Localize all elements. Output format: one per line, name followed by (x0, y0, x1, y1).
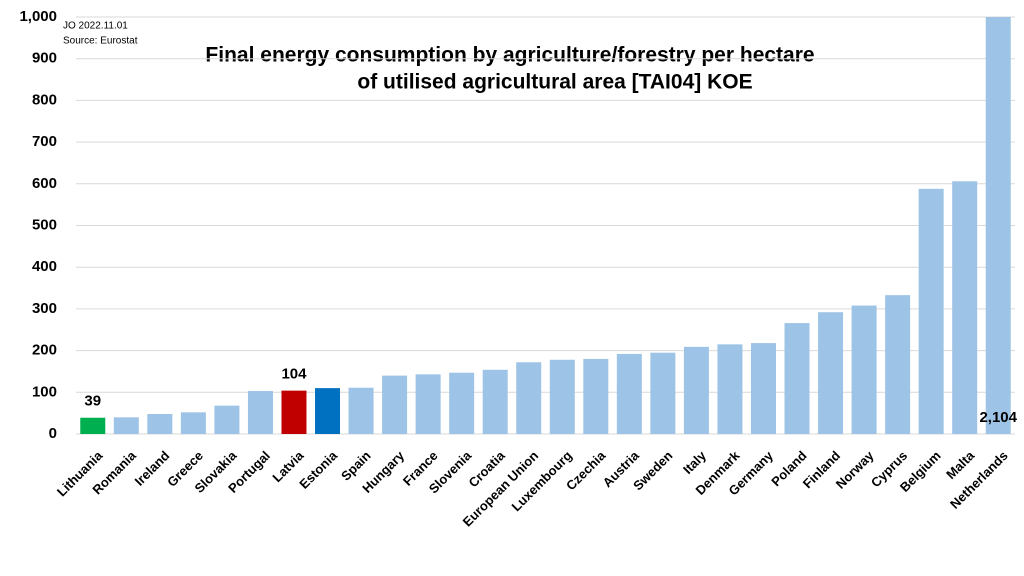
bar (482, 369, 508, 434)
bar (985, 17, 1011, 434)
bar (683, 346, 709, 434)
chart-title: of utilised agricultural area [TAI04] KO… (357, 71, 752, 94)
bar (180, 412, 206, 434)
data-label: 2,104 (979, 409, 1017, 426)
data-label: 104 (281, 366, 307, 383)
bar (818, 312, 844, 434)
bar (382, 375, 408, 434)
y-tick-label: 500 (32, 216, 57, 233)
bar (315, 388, 341, 434)
bar (549, 359, 575, 434)
note: Source: Eurostat (63, 36, 138, 47)
x-tick-label: Estonia (296, 447, 340, 491)
x-tick-label: Norway (833, 447, 877, 491)
bar (851, 305, 877, 434)
bar (750, 343, 776, 434)
y-tick-label: 1,000 (19, 8, 57, 25)
y-tick-label: 700 (32, 133, 57, 150)
bar (247, 391, 273, 434)
bar (583, 358, 609, 434)
x-tick-label: Italy (680, 447, 710, 477)
bar (214, 405, 240, 434)
bar (348, 387, 374, 434)
bar (147, 413, 173, 434)
bar (516, 362, 542, 434)
y-tick-label: 800 (32, 91, 57, 108)
y-tick-label: 400 (32, 258, 57, 275)
bar (717, 344, 743, 434)
bar (918, 188, 944, 434)
y-tick-label: 200 (32, 342, 57, 359)
bar (616, 353, 642, 434)
bar (415, 374, 441, 434)
y-tick-label: 900 (32, 50, 57, 67)
y-tick-label: 300 (32, 300, 57, 317)
bar (650, 352, 676, 434)
bar (113, 417, 139, 434)
bar (784, 323, 810, 434)
bar (952, 181, 978, 434)
bar (885, 295, 911, 434)
bar (281, 390, 307, 434)
y-tick-label: 100 (32, 383, 57, 400)
chart-title: Final energy consumption by agriculture/… (205, 44, 814, 67)
note: JO 2022.11.01 (63, 21, 128, 32)
data-label: 39 (84, 393, 101, 410)
bar (80, 417, 106, 434)
y-tick-label: 0 (49, 425, 57, 442)
bar (449, 372, 475, 434)
y-tick-label: 600 (32, 175, 57, 192)
